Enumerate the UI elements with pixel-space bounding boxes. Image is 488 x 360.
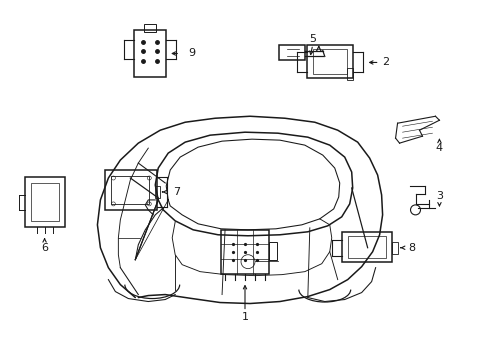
- Text: 5: 5: [309, 33, 316, 44]
- Text: 8: 8: [407, 243, 414, 253]
- Text: 9: 9: [188, 49, 195, 58]
- Bar: [306, 45, 352, 78]
- Bar: [346, 68, 352, 80]
- Bar: [111, 176, 149, 204]
- Text: 2: 2: [381, 58, 388, 67]
- Text: 4: 4: [435, 143, 442, 153]
- Bar: [347, 236, 385, 258]
- Bar: [134, 30, 166, 77]
- Bar: [31, 183, 59, 221]
- Bar: [341, 232, 391, 262]
- Bar: [24, 177, 64, 227]
- Bar: [221, 230, 268, 274]
- Bar: [278, 45, 304, 60]
- Text: 1: 1: [241, 312, 248, 323]
- Bar: [268, 242, 276, 260]
- Text: 3: 3: [435, 191, 442, 201]
- Bar: [105, 170, 157, 210]
- Bar: [391, 242, 397, 254]
- Text: 7: 7: [172, 187, 180, 197]
- Bar: [155, 186, 160, 198]
- Text: 6: 6: [41, 243, 48, 253]
- Bar: [144, 24, 156, 32]
- Bar: [312, 49, 346, 75]
